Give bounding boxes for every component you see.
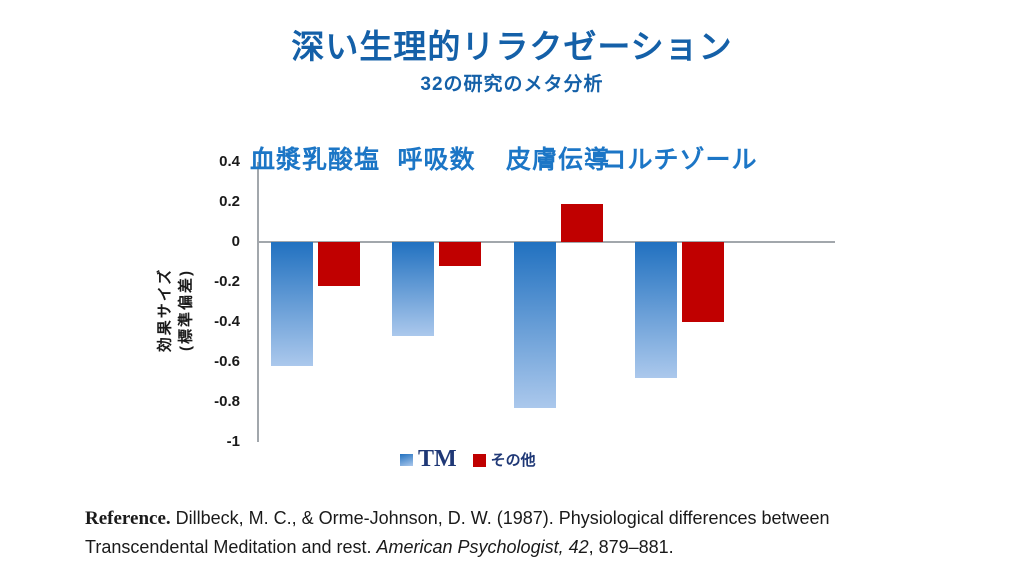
y-axis-line (257, 162, 259, 442)
category-label: 呼吸数 (397, 146, 476, 174)
reference-text: Reference. Dillbeck, M. C., & Orme-Johns… (85, 504, 957, 561)
reference-pages: , 879–881. (588, 537, 674, 557)
bar-other-1 (439, 242, 481, 266)
bar-other-2 (560, 204, 603, 242)
bar-tm-2 (513, 242, 556, 408)
bar-other-0 (317, 242, 360, 286)
category-label: コルチゾール (601, 146, 758, 174)
legend-swatch-other (472, 453, 486, 467)
category-label: 皮膚伝導 (505, 146, 610, 174)
legend-label-other: その他 (490, 451, 536, 469)
bar-tm-3 (635, 242, 677, 378)
legend-label-tm: TM (418, 446, 457, 472)
y-tick-label: 0.4 (219, 153, 240, 170)
y-tick-label: -1 (226, 433, 240, 450)
y-tick-label: -0.4 (214, 313, 240, 330)
reference-body: Dillbeck, M. C., & Orme-Johnson, D. W. (… (85, 508, 830, 557)
chart-legend: TM その他 (400, 446, 536, 472)
reference-label: Reference. (85, 508, 171, 529)
bar-tm-1 (392, 242, 434, 336)
y-tick-label: -0.2 (214, 273, 240, 290)
page-subtitle: 32の研究のメタ分析 (420, 74, 604, 95)
category-label: 血漿乳酸塩 (249, 146, 380, 174)
y-tick-label: -0.8 (214, 393, 240, 410)
legend-swatch-tm (400, 454, 413, 466)
y-tick-label: 0.2 (219, 193, 240, 210)
bar-other-3 (682, 242, 724, 322)
page-title: 深い生理的リラクゼーション (291, 28, 733, 65)
reference-journal: American Psychologist, 42 (376, 537, 589, 557)
y-tick-label: -0.6 (214, 353, 240, 370)
bar-tm-0 (270, 242, 313, 366)
zero-gridline (258, 241, 835, 243)
y-tick-label: 0 (231, 233, 240, 250)
